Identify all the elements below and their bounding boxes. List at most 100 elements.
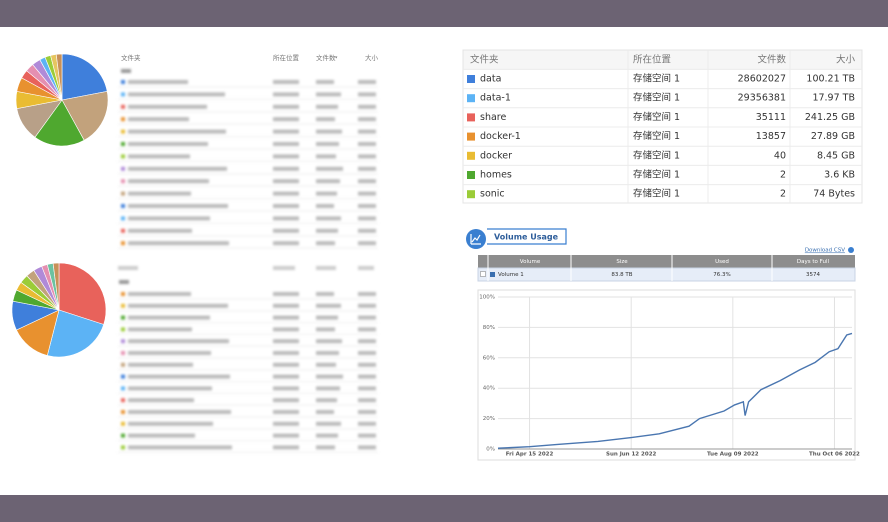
column-header: Days to Full bbox=[797, 259, 830, 265]
blur-text bbox=[358, 374, 376, 379]
blur-swatch bbox=[121, 421, 125, 426]
blur-text bbox=[316, 374, 343, 379]
cell: 存储空间 1 bbox=[633, 92, 680, 104]
y-tick-label: 40% bbox=[483, 386, 495, 392]
blur-text bbox=[358, 292, 376, 296]
blur-text bbox=[316, 398, 337, 403]
header: 所在位置 bbox=[273, 53, 300, 62]
blur-text bbox=[358, 315, 376, 320]
column-header: 文件夹 bbox=[470, 54, 499, 66]
blur-text bbox=[128, 303, 228, 308]
x-tick-label: Fri Apr 15 2022 bbox=[506, 452, 554, 458]
header: 文件夹 bbox=[121, 53, 141, 62]
blur-text bbox=[128, 80, 188, 84]
blur-text bbox=[316, 410, 334, 414]
blur-text bbox=[273, 80, 299, 84]
y-tick-label: 0% bbox=[486, 447, 495, 453]
y-tick-label: 60% bbox=[483, 355, 495, 361]
sort-arrow bbox=[335, 56, 338, 59]
blur-text bbox=[358, 327, 376, 332]
blur-text bbox=[358, 445, 376, 450]
blur-text bbox=[358, 228, 376, 233]
pie-slice bbox=[34, 99, 85, 147]
top-band bbox=[0, 0, 888, 27]
blur-swatch bbox=[121, 445, 125, 450]
blur-swatch bbox=[121, 303, 125, 308]
blur-text bbox=[128, 129, 226, 134]
cell: 40 bbox=[774, 150, 786, 161]
blur-text bbox=[316, 142, 339, 146]
y-tick-label: 20% bbox=[483, 416, 495, 422]
header: 大小 bbox=[365, 53, 379, 62]
blur-text bbox=[358, 166, 376, 171]
pie-slice bbox=[46, 309, 105, 358]
download-csv[interactable]: Download CSV bbox=[805, 248, 845, 254]
blur-text bbox=[316, 216, 341, 221]
blur-text bbox=[358, 216, 376, 221]
blur-text bbox=[316, 362, 336, 367]
blur-text bbox=[273, 104, 299, 109]
blur-text bbox=[316, 104, 338, 109]
blur-text bbox=[316, 339, 342, 344]
blur-text bbox=[273, 92, 299, 97]
blur-text bbox=[358, 351, 376, 355]
blur-swatch bbox=[121, 204, 125, 208]
column-header: 所在位置 bbox=[633, 54, 671, 66]
x-tick-label: Thu Oct 06 2022 bbox=[809, 452, 860, 458]
blur-text bbox=[273, 327, 299, 332]
cell: 8.45 GB bbox=[817, 150, 855, 161]
blur-text bbox=[316, 117, 335, 122]
cell: docker bbox=[480, 150, 512, 161]
x-tick-label: Sun Jun 12 2022 bbox=[606, 452, 657, 458]
blur-text bbox=[316, 92, 341, 97]
cell: Volume 1 bbox=[498, 272, 524, 278]
blur-text bbox=[316, 129, 342, 134]
blur-text bbox=[273, 421, 299, 426]
cell: 3574 bbox=[806, 272, 820, 278]
blur-text bbox=[128, 433, 195, 438]
cell: 100.21 TB bbox=[806, 74, 855, 85]
download-icon[interactable] bbox=[848, 247, 854, 253]
blur-text bbox=[273, 117, 299, 122]
blur-text bbox=[273, 445, 299, 450]
blur-text bbox=[273, 315, 299, 320]
blur-text bbox=[273, 204, 299, 208]
blur-swatch bbox=[121, 241, 125, 246]
blur-swatch bbox=[121, 179, 125, 184]
blur-text bbox=[128, 166, 227, 171]
cell: 28602027 bbox=[738, 74, 786, 85]
blur-text bbox=[358, 129, 376, 134]
folder-swatch bbox=[467, 190, 475, 199]
pie-slice bbox=[61, 53, 108, 101]
blur-swatch bbox=[121, 410, 125, 414]
blur-header bbox=[358, 266, 374, 270]
blur-text bbox=[316, 166, 343, 171]
blur-text bbox=[358, 339, 376, 344]
blur-text bbox=[119, 280, 129, 284]
blur-text bbox=[128, 374, 230, 379]
blur-swatch bbox=[121, 327, 125, 332]
blur-swatch bbox=[121, 92, 125, 97]
column-header: 文件数 bbox=[757, 54, 786, 66]
title-box bbox=[487, 228, 567, 245]
blur-text bbox=[121, 69, 131, 73]
blur-text bbox=[316, 303, 341, 308]
blur-text bbox=[358, 142, 376, 146]
blur-text bbox=[128, 386, 212, 391]
blur-swatch bbox=[121, 339, 125, 344]
blur-text bbox=[316, 191, 337, 196]
cell: 83.8 TB bbox=[611, 272, 632, 278]
data-line bbox=[497, 332, 853, 449]
cell: 35111 bbox=[756, 112, 786, 123]
cell: 2 bbox=[780, 170, 786, 181]
blur-swatch bbox=[121, 216, 125, 221]
column-header: 大小 bbox=[836, 54, 856, 66]
blur-text bbox=[273, 303, 299, 308]
cell: 存储空间 1 bbox=[633, 73, 680, 85]
bottom-band bbox=[0, 495, 888, 522]
blur-text bbox=[358, 154, 376, 159]
blur-text bbox=[128, 351, 211, 355]
cell: 存储空间 1 bbox=[633, 169, 680, 181]
checkbox[interactable] bbox=[480, 271, 486, 277]
